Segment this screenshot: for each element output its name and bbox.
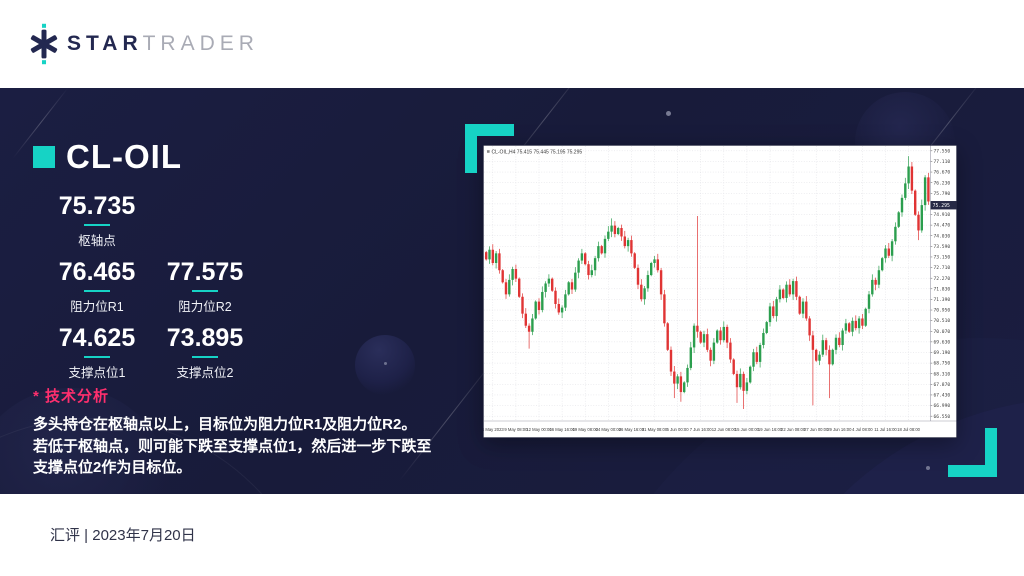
- svg-text:31 May 08:00: 31 May 08:00: [642, 427, 668, 432]
- svg-text:4 Jul 08:00: 4 Jul 08:00: [852, 427, 873, 432]
- accent-underline: [84, 224, 110, 226]
- svg-text:27 Jun 00:00: 27 Jun 00:00: [804, 427, 829, 432]
- svg-text:68.310: 68.310: [934, 371, 951, 377]
- bottom-bar: 汇评 | 2023年7月20日: [0, 494, 1024, 576]
- svg-text:74.910: 74.910: [934, 212, 951, 218]
- candlestick-chart-svg: 77.55077.11076.67076.23075.79075.35074.9…: [483, 145, 957, 438]
- decorative-dot: [666, 111, 671, 116]
- svg-text:72.710: 72.710: [934, 265, 951, 271]
- svg-text:9 May 08:00: 9 May 08:00: [504, 427, 528, 432]
- accent-underline: [84, 290, 110, 292]
- accent-underline: [192, 290, 218, 292]
- svg-text:4 May 2023: 4 May 2023: [483, 427, 504, 432]
- svg-text:77.550: 77.550: [934, 148, 951, 154]
- resistance1-level: 76.465 阻力位R1: [55, 258, 139, 315]
- support2-level: 73.895 支撑点位2: [163, 324, 247, 381]
- svg-text:16 May 16:00: 16 May 16:00: [549, 427, 575, 432]
- svg-text:75.790: 75.790: [934, 191, 951, 197]
- technical-analysis-block: * 技术分析 多头持仓在枢轴点以上，目标位为阻力位R1及阻力位R2。 若低于枢轴…: [33, 385, 443, 479]
- top-bar: STARTRADER: [0, 0, 1024, 88]
- resistance2-label: 阻力位R2: [178, 300, 232, 314]
- svg-text:74.470: 74.470: [934, 223, 951, 229]
- instrument-title-row: CL-OIL: [33, 138, 182, 176]
- support-row: 74.625 支撑点位1 73.895 支撑点位2: [55, 324, 295, 381]
- corner-bracket-bottom-right: [948, 428, 997, 477]
- pivot-level: 75.735 枢轴点: [55, 192, 139, 249]
- startrader-logo: STARTRADER: [30, 23, 259, 65]
- svg-text:29 Jun 16:00: 29 Jun 16:00: [827, 427, 852, 432]
- svg-text:66.990: 66.990: [934, 403, 951, 409]
- svg-text:26 May 16:00: 26 May 16:00: [619, 427, 645, 432]
- star-asterisk-icon: [30, 23, 58, 65]
- svg-text:CL-OIL,H4 75.415 75.445 75.19: CL-OIL,H4 75.415 75.445 75.195 75.295: [492, 149, 583, 155]
- svg-text:69.630: 69.630: [934, 339, 951, 345]
- support2-label: 支撑点位2: [176, 366, 234, 380]
- svg-text:67.430: 67.430: [934, 393, 951, 399]
- accent-underline: [192, 356, 218, 358]
- instrument-title: CL-OIL: [66, 138, 182, 175]
- svg-text:70.070: 70.070: [934, 329, 951, 335]
- svg-text:12 May 00:00: 12 May 00:00: [526, 427, 552, 432]
- svg-text:18 Jul 08:00: 18 Jul 08:00: [897, 427, 920, 432]
- svg-text:69.190: 69.190: [934, 350, 951, 356]
- analysis-heading: * 技术分析: [33, 388, 110, 405]
- svg-text:12 Jun 08:00: 12 Jun 08:00: [712, 427, 737, 432]
- resistance1-value: 76.465: [58, 258, 136, 286]
- svg-text:68.750: 68.750: [934, 361, 951, 367]
- svg-text:24 May 00:00: 24 May 00:00: [596, 427, 622, 432]
- svg-text:71.830: 71.830: [934, 286, 951, 292]
- svg-text:7 Jun 16:00: 7 Jun 16:00: [690, 427, 713, 432]
- accent-underline: [84, 356, 110, 358]
- analysis-line: 支撑点位2作为目标位。: [33, 459, 192, 476]
- svg-text:67.870: 67.870: [934, 382, 951, 388]
- svg-text:72.270: 72.270: [934, 276, 951, 282]
- pivot-value: 75.735: [58, 192, 136, 220]
- svg-text:75.295: 75.295: [933, 203, 950, 209]
- logo-wordmark: STARTRADER: [67, 32, 259, 56]
- support1-label: 支撑点位1: [68, 366, 126, 380]
- svg-text:15 Jun 00:00: 15 Jun 00:00: [735, 427, 760, 432]
- pivot-row: 75.735 枢轴点: [55, 192, 295, 249]
- svg-text:73.590: 73.590: [934, 244, 951, 250]
- svg-text:71.390: 71.390: [934, 297, 951, 303]
- decorative-dot: [926, 466, 930, 470]
- logo-word-trader: TRADER: [142, 32, 259, 55]
- price-chart: 77.55077.11076.67076.23075.79075.35074.9…: [483, 145, 957, 438]
- svg-text:5 Jun 00:00: 5 Jun 00:00: [667, 427, 690, 432]
- pivot-label: 枢轴点: [78, 234, 116, 248]
- svg-text:76.230: 76.230: [934, 180, 951, 186]
- resistance2-value: 77.575: [166, 258, 244, 286]
- title-accent-square: [33, 146, 55, 168]
- svg-text:22 Jun 08:00: 22 Jun 08:00: [781, 427, 806, 432]
- svg-text:76.670: 76.670: [934, 170, 951, 176]
- support1-level: 74.625 支撑点位1: [55, 324, 139, 381]
- levels-block: 75.735 枢轴点 76.465 阻力位R1 77.575 阻力位R2: [55, 192, 295, 390]
- support2-value: 73.895: [166, 324, 244, 352]
- svg-text:77.110: 77.110: [934, 159, 951, 165]
- svg-text:66.550: 66.550: [934, 414, 951, 420]
- corner-bracket-top-left: [465, 124, 514, 173]
- resistance2-level: 77.575 阻力位R2: [163, 258, 247, 315]
- decorative-dot: [384, 362, 387, 365]
- content-panel: CL-OIL 75.735 枢轴点 76.465 阻力位R1 77.575: [0, 88, 1024, 494]
- analysis-line: 多头持仓在枢轴点以上，目标位为阻力位R1及阻力位R2。: [33, 416, 417, 433]
- svg-text:74.030: 74.030: [934, 233, 951, 239]
- resistance-row: 76.465 阻力位R1 77.575 阻力位R2: [55, 258, 295, 315]
- analysis-line: 若低于枢轴点，则可能下跌至支撑点位1，然后进一步下跌至: [33, 437, 432, 455]
- svg-text:73.150: 73.150: [934, 255, 951, 261]
- svg-text:70.950: 70.950: [934, 308, 951, 314]
- svg-text:11 Jul 16:00: 11 Jul 16:00: [874, 427, 897, 432]
- svg-text:19 Jun 16:00: 19 Jun 16:00: [758, 427, 783, 432]
- svg-text:19 May 08:00: 19 May 08:00: [573, 427, 599, 432]
- svg-text:70.510: 70.510: [934, 318, 951, 324]
- logo-word-star: STAR: [67, 32, 143, 55]
- support1-value: 74.625: [58, 324, 136, 352]
- report-caption: 汇评 | 2023年7月20日: [50, 527, 196, 544]
- resistance1-label: 阻力位R1: [70, 300, 124, 314]
